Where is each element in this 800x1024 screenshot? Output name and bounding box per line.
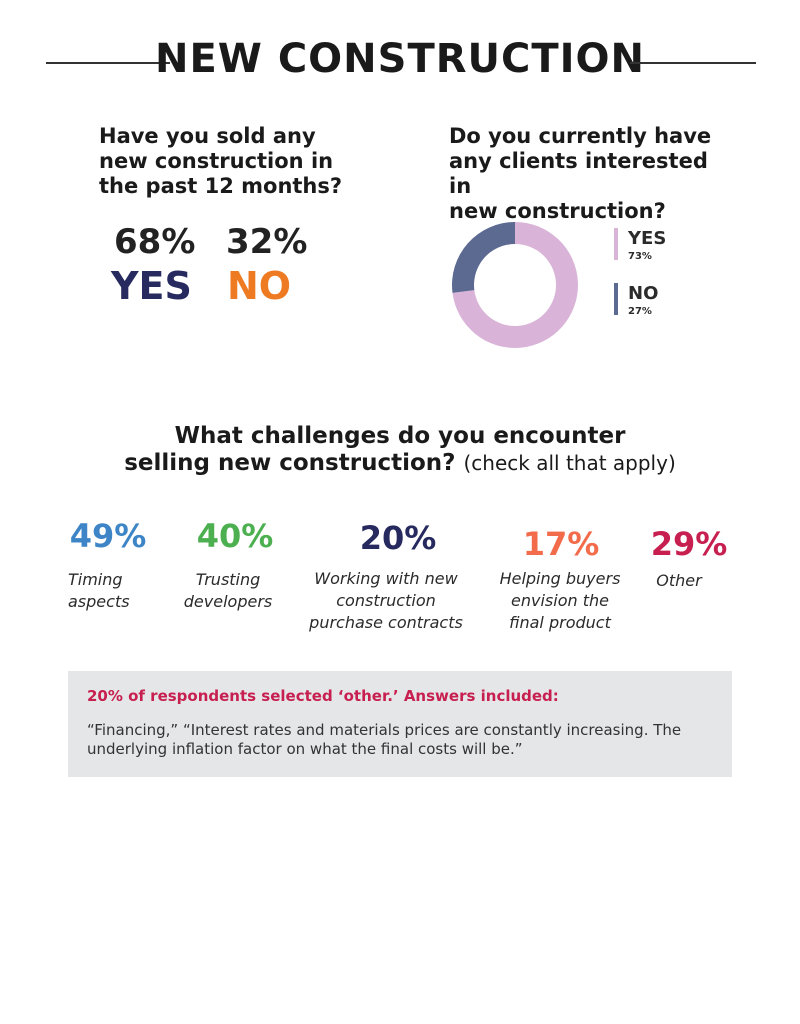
donut-slice-no: [452, 222, 515, 293]
q3-question-line2: selling new construction? (check all tha…: [0, 450, 800, 477]
q2-question: Do you currently have any clients intere…: [449, 124, 729, 224]
q1-question-line: the past 12 months?: [99, 174, 343, 198]
challenge-label: Working with new construction purchase c…: [298, 568, 474, 634]
challenge-label-line: Timing: [68, 570, 123, 589]
q3-note: (check all that apply): [463, 451, 676, 475]
challenge-pct: 29%: [650, 525, 728, 563]
other-answers-box: 20% of respondents selected ‘other.’ Ans…: [68, 671, 732, 777]
challenge-label-line: envision the: [511, 591, 609, 610]
challenge-label-line: Helping buyers: [499, 569, 621, 588]
page-title: NEW CONSTRUCTION: [154, 36, 646, 82]
challenge-label: Helping buyers envision the final produc…: [492, 568, 628, 634]
challenge-label-line: Trusting: [195, 570, 261, 589]
q1-yes-pct: 68%: [114, 222, 196, 262]
challenge-pct: 49%: [69, 517, 147, 555]
challenge-label-line: final product: [509, 613, 611, 632]
other-answers-heading: 20% of respondents selected ‘other.’ Ans…: [87, 687, 559, 705]
challenge-label-line: developers: [183, 592, 273, 611]
q1-question-line: Have you sold any: [99, 124, 316, 148]
challenge-pct: 20%: [359, 519, 437, 557]
header-rule-right: [630, 62, 756, 64]
q3-question: What challenges do you encounter selling…: [0, 423, 800, 477]
challenge-label-line: Other: [656, 571, 702, 590]
challenge-label: Trusting developers: [168, 569, 288, 613]
legend-label-yes: YES: [628, 228, 667, 249]
q3-question-line2-text: selling new construction?: [124, 450, 456, 476]
legend-label-no: NO: [628, 283, 659, 304]
challenge-pct: 40%: [196, 517, 274, 555]
challenge-pct: 17%: [522, 525, 600, 563]
donut-slice-yes: [452, 222, 578, 348]
q1-no-pct: 32%: [226, 222, 308, 262]
q1-question: Have you sold any new construction in th…: [99, 124, 359, 199]
challenge-label-line: construction: [336, 591, 436, 610]
challenge-label: Timing aspects: [44, 569, 178, 613]
q1-question-line: new construction in: [99, 149, 334, 173]
challenge-label: Other: [639, 570, 719, 592]
legend-value-no: 27%: [628, 306, 652, 317]
q1-no-label: NO: [227, 264, 292, 308]
legend-swatch-yes: [614, 228, 618, 260]
donut-chart: [452, 222, 578, 348]
other-answers-body: “Financing,” “Interest rates and materia…: [87, 721, 682, 758]
q3-question-line1: What challenges do you encounter: [174, 423, 626, 449]
legend-value-yes: 73%: [628, 251, 652, 262]
challenge-label-line: Working with new: [314, 569, 458, 588]
challenge-label-line: aspects: [68, 592, 130, 611]
legend-swatch-no: [614, 283, 618, 315]
header-rule-left: [46, 62, 170, 64]
q2-question-line: any clients interested in: [449, 149, 708, 198]
challenge-label-line: purchase contracts: [309, 613, 463, 632]
q2-question-line: new construction?: [449, 199, 666, 223]
q1-yes-label: YES: [111, 264, 192, 308]
q2-question-line: Do you currently have: [449, 124, 712, 148]
